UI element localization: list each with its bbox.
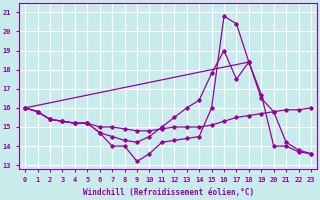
X-axis label: Windchill (Refroidissement éolien,°C): Windchill (Refroidissement éolien,°C) <box>83 188 254 197</box>
